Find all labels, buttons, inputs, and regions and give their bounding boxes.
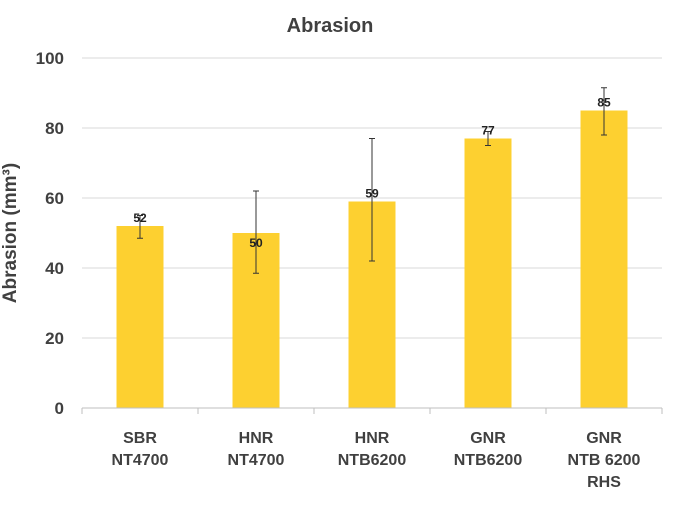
error-bar — [601, 87, 607, 136]
bar — [464, 138, 512, 408]
x-tick-label-line: SBR — [123, 430, 157, 447]
x-tick-label: SBR NT4700 — [112, 430, 169, 469]
chart-title: Abrasion — [287, 15, 374, 37]
x-tick-label-line: HNR — [355, 430, 390, 447]
y-tick-label: 60 — [45, 189, 64, 208]
x-tick-label-line: NT4700 — [228, 452, 285, 469]
y-tick-label: 0 — [55, 399, 64, 418]
data-label: 59 — [365, 187, 379, 201]
x-tick-label: GNR NTB 6200 RHS — [568, 430, 641, 491]
data-label: 50 — [249, 236, 263, 250]
data-label: 85 — [597, 96, 611, 110]
bars — [116, 110, 628, 408]
error-bar — [253, 190, 259, 274]
x-tick-label-line: NTB 6200 — [568, 452, 641, 469]
error-bars — [137, 87, 607, 274]
x-tick-label-line: NTB6200 — [454, 452, 523, 469]
x-axis — [81, 407, 663, 414]
y-tick-label: 40 — [45, 259, 64, 278]
error-bar — [369, 138, 375, 262]
x-tick-label-line: RHS — [587, 474, 621, 491]
bar — [580, 110, 628, 408]
y-tick-label: 100 — [36, 49, 64, 68]
bar — [116, 226, 164, 408]
x-tick-label-line: HNR — [239, 430, 274, 447]
x-tick-label-line: NT4700 — [112, 452, 169, 469]
y-axis-label: Abrasion (mm³) — [0, 163, 21, 303]
x-tick-label: HNR NT4700 — [228, 430, 285, 469]
x-tick-label-line: GNR — [586, 430, 622, 447]
y-axis-ticks: 0 20 40 60 80 100 — [36, 49, 64, 418]
error-bar — [137, 215, 143, 239]
data-labels: 52 50 59 77 85 — [133, 96, 611, 251]
data-label: 52 — [133, 211, 147, 225]
error-bar — [485, 131, 491, 146]
y-tick-label: 80 — [45, 119, 64, 138]
y-tick-label: 20 — [45, 329, 64, 348]
data-label: 77 — [481, 124, 495, 138]
x-tick-label: HNR NTB6200 — [338, 430, 407, 469]
x-tick-label: GNR NTB6200 — [454, 430, 523, 469]
x-tick-label-line: NTB6200 — [338, 452, 407, 469]
x-tick-label-line: GNR — [470, 430, 506, 447]
